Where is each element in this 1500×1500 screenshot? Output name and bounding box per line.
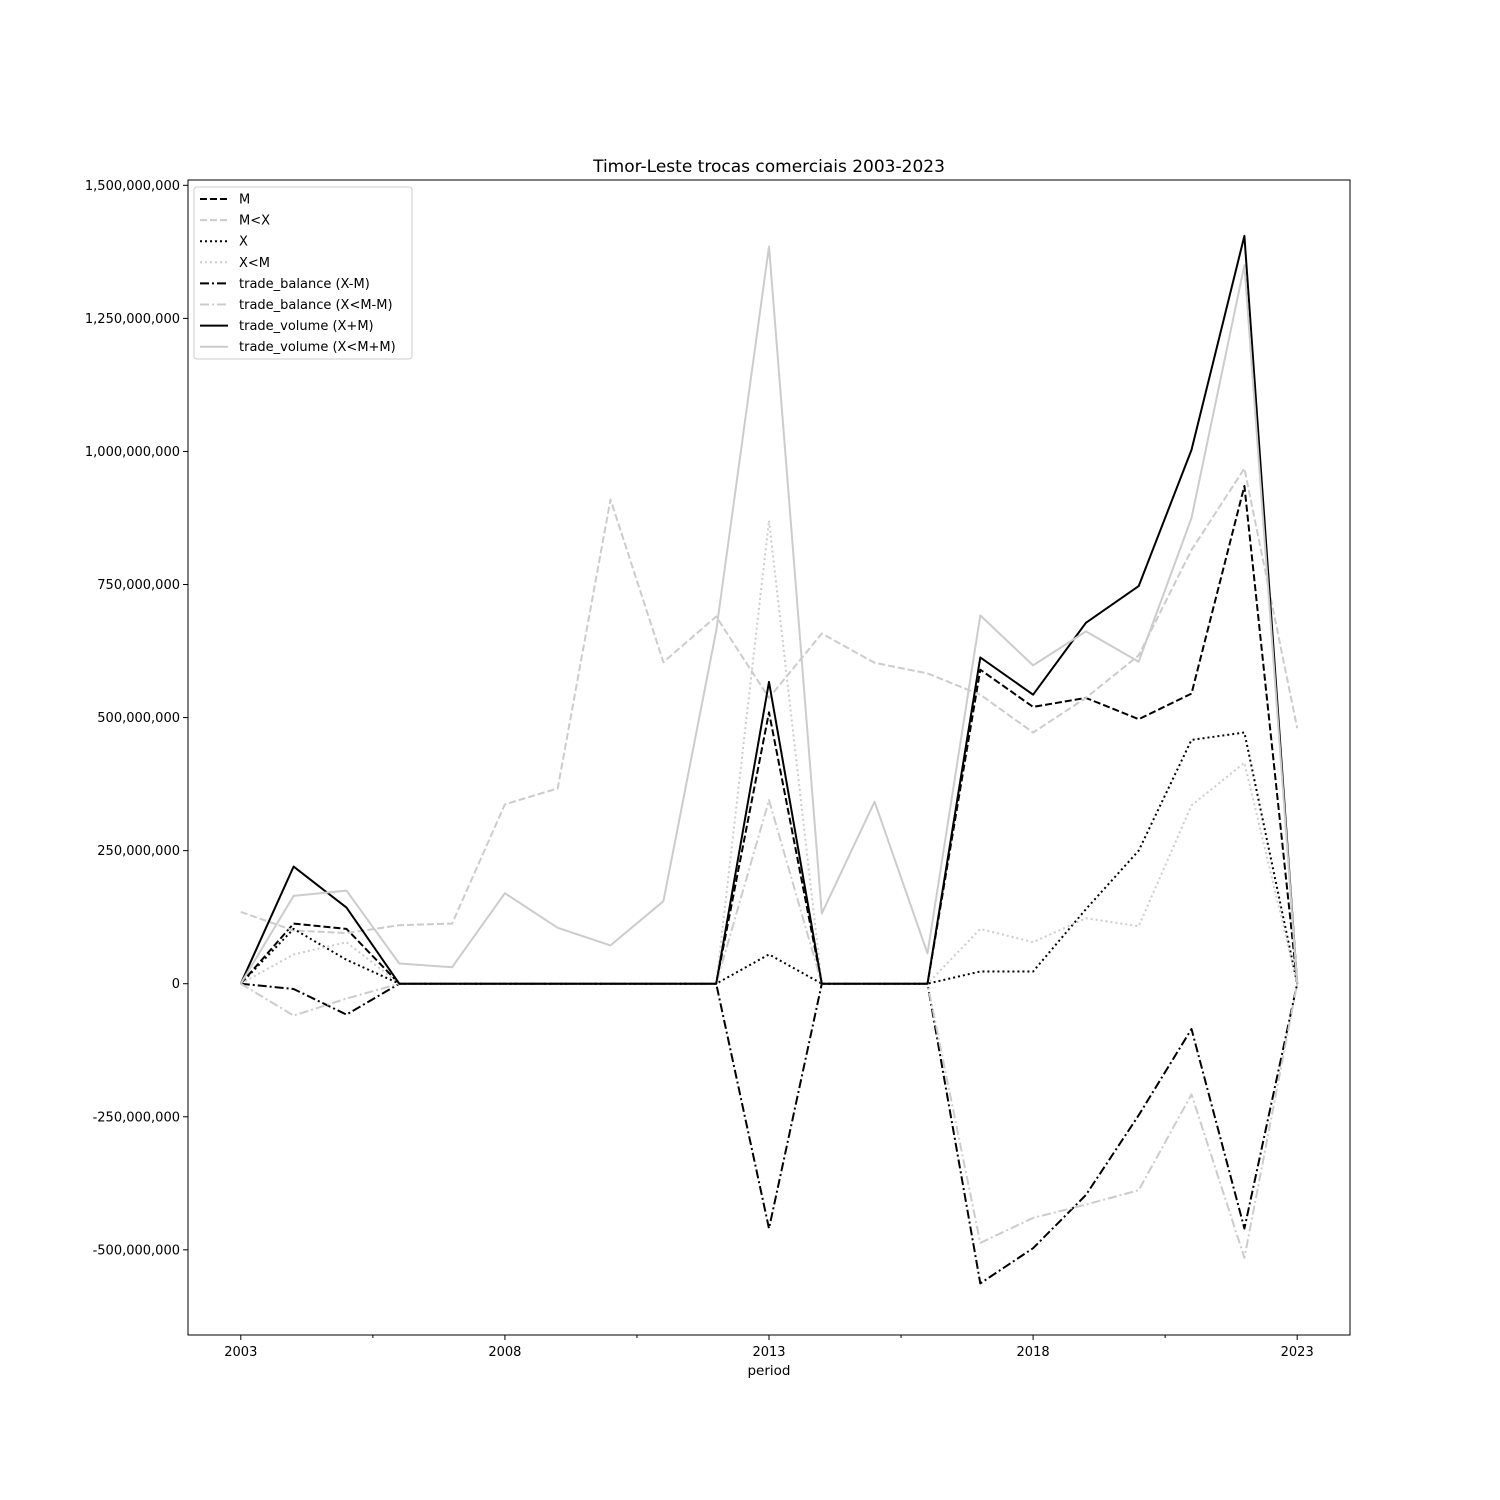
series-line-5 — [240, 799, 1299, 1259]
y-tick-label: 750,000,000 — [97, 578, 180, 593]
y-tick-label: -500,000,000 — [93, 1243, 180, 1258]
x-tick-label: 2013 — [752, 1345, 785, 1360]
y-tick-label: 1,500,000,000 — [85, 179, 180, 194]
series-line-2 — [240, 731, 1299, 985]
x-axis-label: period — [747, 1363, 790, 1379]
x-tick-label: 2018 — [1017, 1345, 1050, 1360]
legend-label: trade_volume (X+M) — [239, 319, 374, 334]
legend: M M<X X X<M trade_balance (X-M) trade_balance… — [193, 186, 413, 360]
plot-lines — [239, 234, 1299, 1285]
y-tick-label: 0 — [172, 977, 180, 992]
series-line-0 — [240, 485, 1299, 985]
legend-label: trade_balance (X<M-M) — [239, 298, 393, 313]
x-axis: 2003 2008 2013 2018 2023 — [224, 1335, 1314, 1360]
y-tick-label: 1,000,000,000 — [85, 445, 180, 460]
legend-label: X — [239, 235, 248, 250]
series-line-3 — [240, 519, 1299, 985]
y-tick-label: 1,250,000,000 — [85, 312, 180, 327]
y-tick-label: 500,000,000 — [97, 711, 180, 726]
y-axis: -500,000,000 -250,000,000 0 250,000,000 500,… — [85, 179, 188, 1258]
chart-title: Timor-Leste trocas comerciais 2003-2023 — [592, 157, 945, 177]
legend-box — [193, 186, 413, 360]
series-line-6 — [239, 234, 1299, 985]
legend-label: M<X — [239, 214, 270, 229]
x-tick-label: 2008 — [488, 1345, 521, 1360]
legend-label: trade_balance (X-M) — [239, 277, 370, 292]
series-line-7 — [239, 245, 1299, 985]
series-line-1 — [240, 467, 1299, 935]
y-tick-label: -250,000,000 — [93, 1110, 180, 1125]
legend-label: trade_volume (X<M+M) — [239, 340, 396, 355]
y-tick-label: 250,000,000 — [97, 844, 180, 859]
x-tick-label: 2023 — [1281, 1345, 1314, 1360]
x-tick-label: 2003 — [224, 1345, 257, 1360]
legend-label: M — [239, 193, 250, 208]
legend-label: X<M — [239, 256, 270, 271]
series-line-4 — [240, 982, 1299, 1285]
